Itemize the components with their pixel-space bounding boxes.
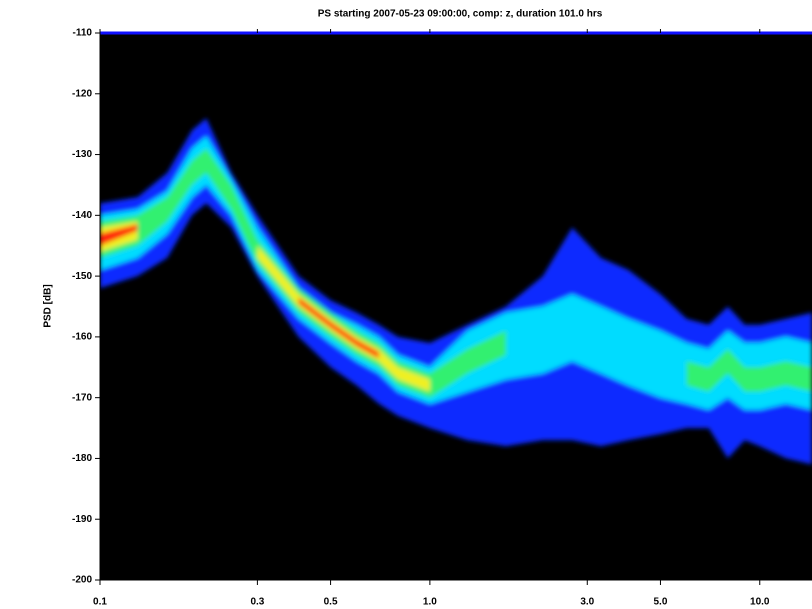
- x-tick-label: 10.0: [750, 597, 770, 608]
- plot-area: [100, 33, 812, 580]
- y-tick-label: -140: [72, 210, 92, 221]
- density-band: [257, 245, 430, 392]
- y-tick-label: -150: [72, 271, 92, 282]
- y-tick-label: -200: [72, 575, 92, 586]
- chart-title: PS starting 2007-05-23 09:00:00, comp: z…: [318, 9, 603, 20]
- x-tick-label: 0.1: [93, 597, 107, 608]
- y-tick-label: -170: [72, 392, 92, 403]
- x-tick-label: 3.0: [580, 597, 594, 608]
- density-band: [100, 224, 138, 246]
- y-tick-label: -130: [72, 149, 92, 160]
- density-band: [100, 136, 812, 410]
- x-tick-label: 5.0: [654, 597, 668, 608]
- density-band: [686, 349, 812, 392]
- density-band: [100, 148, 506, 398]
- x-tick-label: 0.3: [250, 597, 264, 608]
- y-tick-label: -160: [72, 332, 92, 343]
- density-bands: [100, 118, 812, 465]
- y-tick-label: -110: [73, 28, 93, 39]
- density-band: [298, 297, 379, 359]
- y-tick-label: -120: [72, 88, 92, 99]
- y-tick-label: -180: [72, 453, 92, 464]
- x-tick-label: 1.0: [423, 597, 437, 608]
- y-axis-label: PSD [dB]: [43, 284, 54, 327]
- x-tick-label: 0.5: [324, 597, 338, 608]
- axes: -110 -120 -130 -140 -150 -160 -170 -180 -190 -200…: [72, 28, 812, 608]
- y-tick-label: -190: [72, 514, 92, 525]
